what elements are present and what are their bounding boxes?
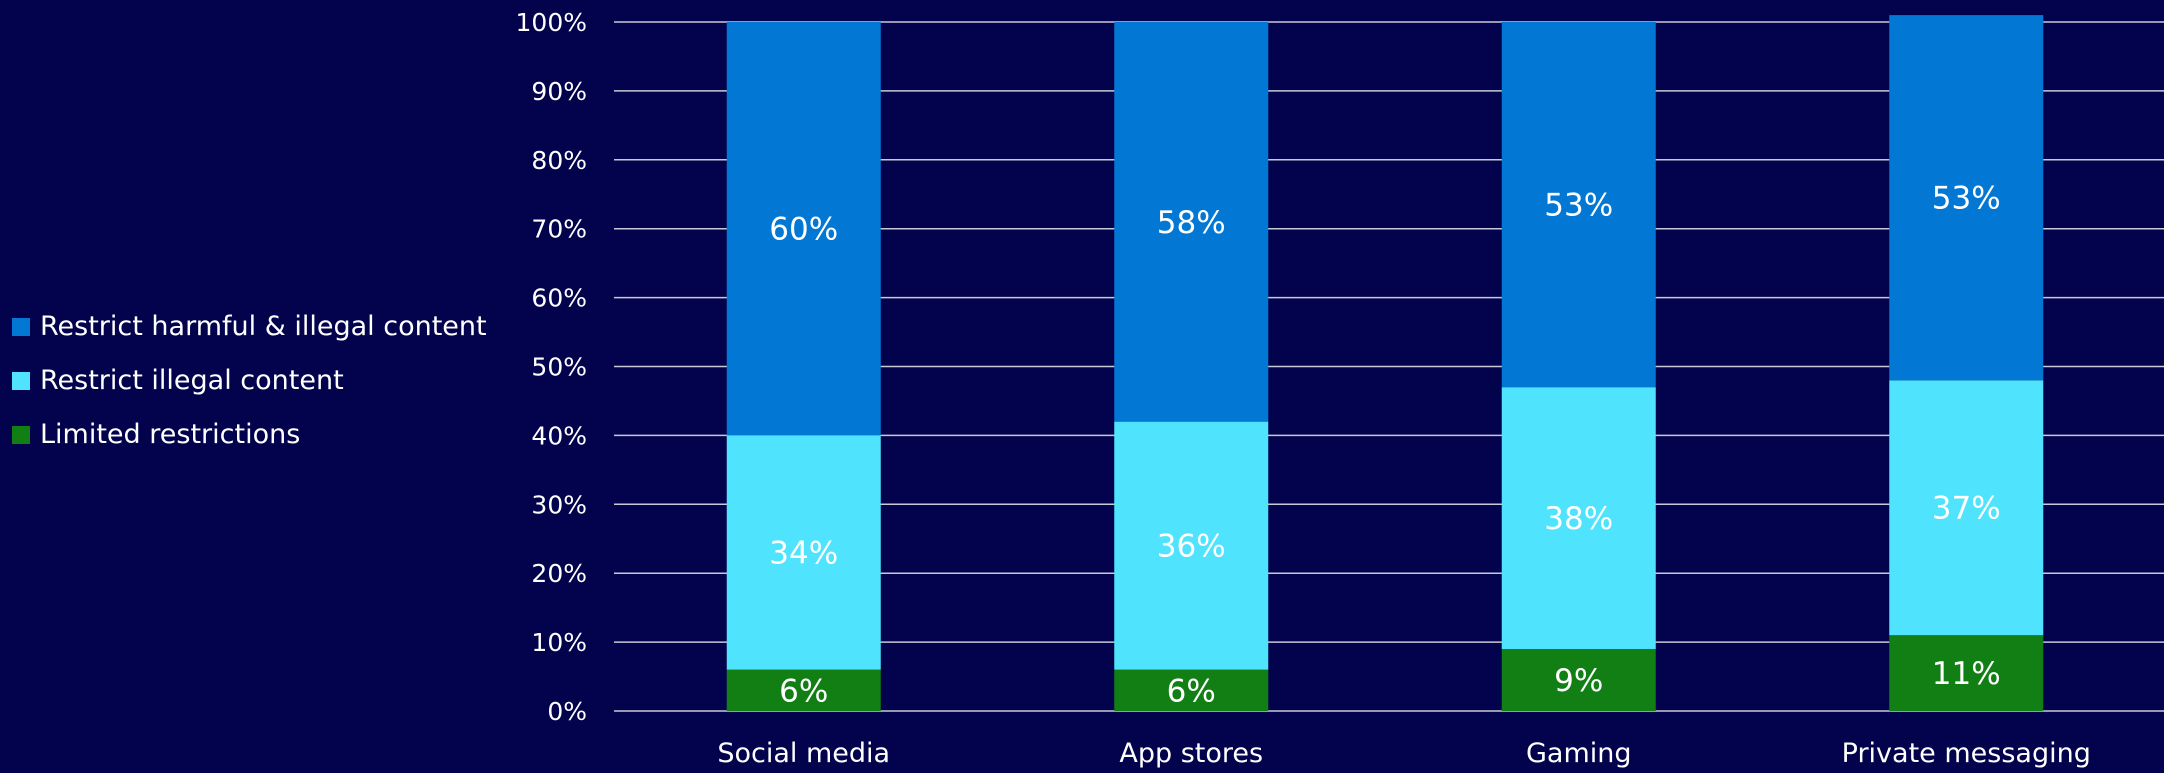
data-label: 37% — [1932, 491, 2001, 527]
x-tick-label: Social media — [717, 738, 890, 769]
data-label: 36% — [1157, 529, 1226, 565]
bar-segment — [1889, 635, 2044, 711]
legend-item-limited: Limited restrictions — [12, 408, 487, 462]
y-tick-label: 20% — [531, 559, 587, 588]
legend-label: Restrict harmful & illegal content — [40, 311, 487, 342]
y-tick-label: 60% — [531, 284, 587, 313]
data-label: 38% — [1544, 501, 1613, 537]
y-tick-label: 70% — [531, 215, 587, 244]
data-label: 11% — [1932, 656, 2001, 692]
data-label: 34% — [769, 536, 838, 572]
bar-segment — [726, 22, 881, 436]
legend-item-harmful-illegal: Restrict harmful & illegal content — [12, 300, 487, 354]
bar-segment — [1889, 380, 2044, 636]
data-label: 9% — [1554, 663, 1603, 699]
legend-label: Restrict illegal content — [40, 365, 344, 396]
bar-segment — [726, 669, 881, 711]
legend-label: Limited restrictions — [40, 419, 301, 450]
x-tick-label: Private messaging — [1842, 738, 2091, 769]
y-tick-label: 50% — [531, 353, 587, 382]
bar-segment — [1889, 15, 2044, 381]
legend: Restrict harmful & illegal content Restr… — [12, 300, 487, 462]
y-tick-label: 100% — [516, 8, 587, 37]
y-tick-label: 10% — [531, 628, 587, 657]
bar-segment — [1501, 387, 1656, 649]
bar-segment — [1501, 22, 1656, 388]
x-tick-label: Gaming — [1526, 738, 1632, 769]
y-tick-label: 40% — [531, 421, 587, 450]
y-tick-label: 30% — [531, 490, 587, 519]
data-label: 53% — [1544, 188, 1613, 224]
bar-segment — [1114, 421, 1269, 670]
data-label: 6% — [779, 673, 828, 709]
y-tick-label: 90% — [531, 77, 587, 106]
data-label: 6% — [1167, 673, 1216, 709]
legend-swatch — [12, 372, 30, 390]
bar-segment — [1114, 22, 1269, 422]
legend-swatch — [12, 318, 30, 336]
bar-segment — [1114, 669, 1269, 711]
data-label: 60% — [769, 212, 838, 248]
y-tick-label: 0% — [547, 697, 587, 726]
data-label: 58% — [1157, 205, 1226, 241]
data-label: 53% — [1932, 181, 2001, 217]
legend-item-illegal: Restrict illegal content — [12, 354, 487, 408]
y-tick-label: 80% — [531, 146, 587, 175]
bar-segment — [726, 435, 881, 670]
x-tick-label: App stores — [1119, 738, 1263, 769]
legend-swatch — [12, 426, 30, 444]
bar-segment — [1501, 648, 1656, 711]
